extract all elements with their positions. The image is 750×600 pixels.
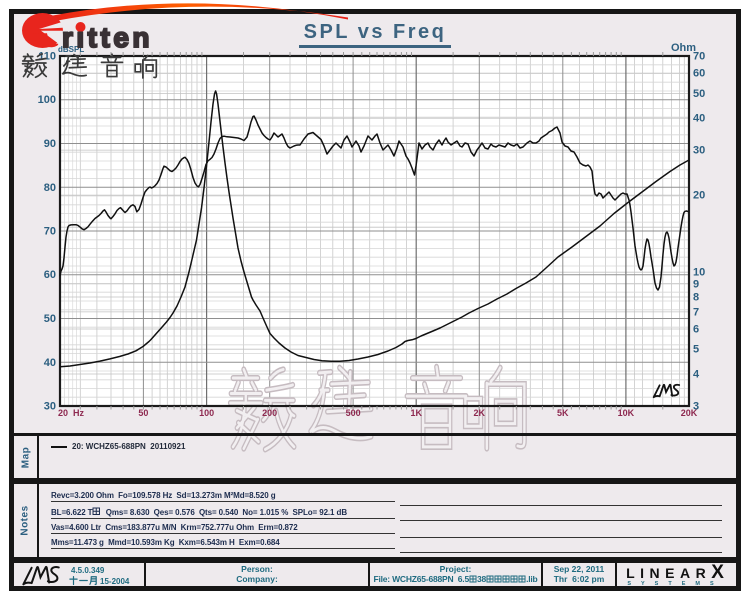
svg-text:40: 40 xyxy=(693,113,705,125)
svg-text:4: 4 xyxy=(693,369,700,381)
svg-text:50: 50 xyxy=(44,313,56,325)
svg-text:500: 500 xyxy=(346,408,361,418)
svg-text:Ohm: Ohm xyxy=(671,42,696,54)
svg-text:dBSPL: dBSPL xyxy=(58,45,84,54)
svg-text:100: 100 xyxy=(199,408,214,418)
svg-text:30: 30 xyxy=(693,145,705,157)
svg-text:5K: 5K xyxy=(557,408,569,418)
svg-text:30: 30 xyxy=(44,401,56,413)
svg-text:110: 110 xyxy=(38,51,56,63)
svg-text:6: 6 xyxy=(693,324,699,336)
svg-text:70: 70 xyxy=(44,226,56,238)
svg-text:80: 80 xyxy=(44,182,56,194)
svg-text:40: 40 xyxy=(44,357,56,369)
svg-text:200: 200 xyxy=(262,408,277,418)
svg-text:50: 50 xyxy=(693,88,705,100)
svg-text:3: 3 xyxy=(693,401,699,413)
svg-text:9: 9 xyxy=(693,278,699,290)
svg-text:20K: 20K xyxy=(681,408,698,418)
svg-text:100: 100 xyxy=(38,94,56,106)
svg-text:8: 8 xyxy=(693,292,699,304)
svg-text:50: 50 xyxy=(138,408,148,418)
svg-text:20: 20 xyxy=(693,190,705,202)
svg-text:60: 60 xyxy=(44,269,56,281)
svg-text:20 Hz: 20 Hz xyxy=(58,408,85,418)
svg-text:60: 60 xyxy=(693,68,705,80)
svg-text:70: 70 xyxy=(693,51,705,63)
svg-text:10: 10 xyxy=(693,267,705,279)
svg-text:10K: 10K xyxy=(618,408,635,418)
svg-text:2K: 2K xyxy=(474,408,486,418)
svg-text:7: 7 xyxy=(693,306,699,318)
svg-text:90: 90 xyxy=(44,138,56,150)
svg-text:5: 5 xyxy=(693,344,699,356)
svg-text:1K: 1K xyxy=(410,408,422,418)
